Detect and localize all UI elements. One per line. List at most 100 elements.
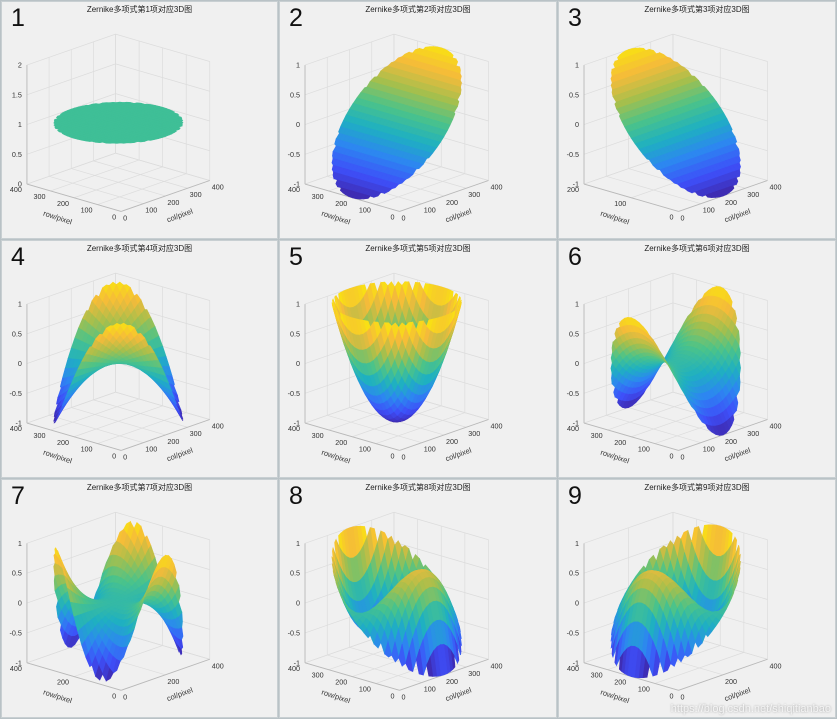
x-tick-label: 400 (491, 422, 503, 431)
z-tick-label: 0 (18, 180, 22, 189)
y-tick-label: 200 (57, 678, 69, 687)
z-tick-label: -0.5 (288, 150, 300, 159)
y-tick-label: 0 (391, 212, 395, 221)
surface-patch (85, 346, 93, 355)
panel-number: 8 (289, 482, 303, 510)
surface-patch (684, 394, 693, 407)
grid-line (607, 398, 697, 431)
z-tick-label: 0.5 (12, 329, 22, 338)
y-tick-label: 300 (591, 671, 603, 680)
grid-line (73, 405, 163, 438)
z-tick-label: -0.5 (288, 389, 300, 398)
z-tick-label: 1 (18, 300, 22, 309)
surface-patch (426, 152, 434, 159)
x-tick-label: 200 (167, 677, 179, 686)
z-tick-label: 0.5 (12, 150, 22, 159)
y-tick-label: 100 (359, 684, 371, 693)
x-axis-label: col/pixel (165, 685, 194, 703)
y-tick-label: 100 (638, 445, 650, 454)
grid-line (672, 33, 768, 62)
x-tick-label: 0 (402, 452, 406, 461)
surface-patch (105, 667, 114, 682)
grid-line (26, 511, 116, 544)
grid-line (583, 272, 674, 305)
surface-patch (137, 332, 146, 342)
grid-line (50, 159, 140, 192)
surface-patch (398, 644, 407, 667)
z-tick-label: 1 (18, 120, 22, 129)
y-tick-label: 0 (391, 451, 395, 460)
chart-svg: -1-0.500.5102004000100200300400col/pixel… (567, 511, 782, 705)
panel-8: 8 Zernike多项式第8项对应3D图 -1 -0.5 0 0.5 1 0 100 200 300… (279, 479, 557, 718)
x-tick-label: 0 (123, 692, 127, 701)
z-tick-label: 0.5 (290, 329, 300, 338)
grid-line (115, 33, 210, 62)
surface-patch (127, 628, 135, 647)
grid-line (304, 63, 395, 96)
chart-svg: -1-0.500.5101002003004000100200300400col… (288, 511, 503, 705)
x-tick-label: 400 (491, 183, 503, 192)
x-tick-label: 200 (446, 198, 458, 207)
surface-patch (384, 322, 392, 337)
axis-line (583, 183, 679, 212)
z-tick-label: 0 (296, 359, 300, 368)
x-tick-label: 0 (681, 692, 685, 701)
x-tick-label: 200 (725, 677, 737, 686)
x-axis-label: col/pixel (165, 206, 194, 224)
surface-patch (363, 194, 371, 200)
y-tick-label: 0 (670, 212, 674, 221)
x-tick-label: 300 (468, 669, 480, 678)
axis-line (399, 180, 489, 212)
x-tick-label: 300 (190, 429, 202, 438)
surface-patch (415, 648, 424, 676)
y-tick-label: 0 (112, 212, 116, 221)
chart-title: Zernike多项式第3项对应3D图 (644, 5, 750, 14)
x-axis-label: col/pixel (165, 445, 194, 463)
surface-patch (391, 641, 400, 663)
surface-patch (415, 320, 424, 337)
axis-line (26, 422, 122, 451)
surface-patch (148, 138, 155, 141)
surface-patch (404, 173, 414, 181)
surface-patch (373, 321, 382, 338)
z-tick-label: 1 (296, 61, 300, 70)
chart-title: Zernike多项式第1项对应3D图 (86, 5, 193, 14)
axis-line (120, 658, 210, 691)
y-tick-label: 200 (335, 678, 347, 687)
surface-patch (363, 628, 371, 639)
surface-patch (126, 324, 135, 332)
surface-patch (670, 178, 679, 185)
z-tick-label: 1 (575, 61, 579, 70)
y-tick-label: 100 (81, 206, 93, 215)
chart-title: Zernike多项式第8项对应3D图 (365, 483, 471, 492)
axis-line (120, 419, 210, 451)
z-tick-label: -1 (16, 419, 22, 428)
grid-line (583, 511, 674, 544)
z-tick-label: -1 (16, 658, 22, 667)
x-tick-label: 300 (190, 190, 202, 199)
y-tick-label: 0 (112, 451, 116, 460)
panel-number: 5 (289, 243, 303, 271)
grid-line (26, 541, 116, 574)
z-tick-label: 1 (18, 539, 22, 548)
z-tick-label: 1 (575, 539, 579, 548)
surface-patch (363, 320, 371, 332)
x-axis-label: col/pixel (444, 206, 473, 224)
x-tick-label: 200 (725, 198, 737, 207)
surface-patch (652, 339, 661, 352)
surface (53, 520, 184, 682)
x-tick-label: 0 (402, 213, 406, 222)
chart-svg: -1-0.500.5101002003004000100200300400col… (567, 272, 782, 466)
z-tick-label: -0.5 (10, 389, 22, 398)
y-axis-label: row/pixel (320, 209, 351, 227)
grid-line (26, 63, 116, 96)
surface-patch (677, 182, 686, 190)
x-tick-label: 200 (725, 437, 737, 446)
z-tick-label: -1 (573, 658, 579, 667)
axis-line (26, 183, 122, 212)
x-tick-label: 300 (468, 429, 480, 438)
